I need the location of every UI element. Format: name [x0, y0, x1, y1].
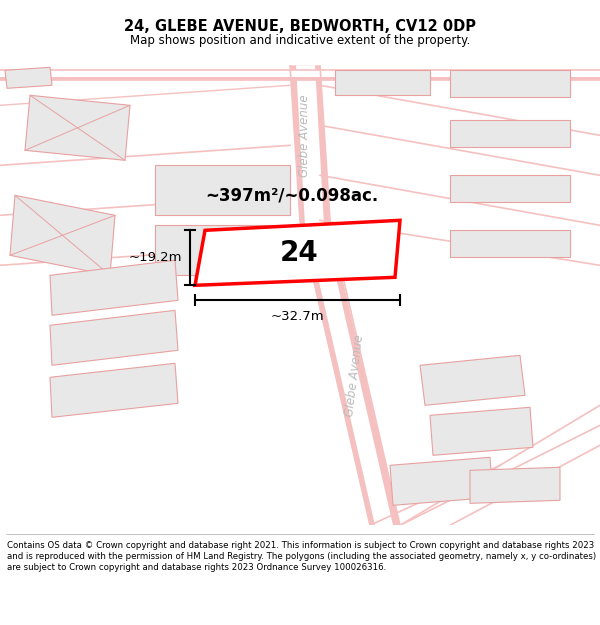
- Polygon shape: [290, 65, 330, 225]
- Polygon shape: [195, 220, 400, 285]
- Polygon shape: [300, 225, 400, 525]
- Text: Map shows position and indicative extent of the property.: Map shows position and indicative extent…: [130, 34, 470, 48]
- Polygon shape: [5, 68, 52, 88]
- Polygon shape: [25, 95, 130, 160]
- Text: Glebe Avenue: Glebe Avenue: [344, 334, 367, 417]
- Polygon shape: [306, 225, 393, 525]
- Polygon shape: [50, 310, 178, 365]
- Text: ~19.2m: ~19.2m: [128, 251, 182, 264]
- Polygon shape: [470, 468, 560, 503]
- Polygon shape: [155, 225, 290, 275]
- Polygon shape: [50, 260, 178, 315]
- Text: Glebe Avenue: Glebe Avenue: [299, 94, 311, 177]
- Polygon shape: [0, 70, 600, 78]
- Polygon shape: [430, 408, 533, 455]
- Text: Contains OS data © Crown copyright and database right 2021. This information is : Contains OS data © Crown copyright and d…: [7, 541, 596, 572]
- Text: 24: 24: [280, 239, 318, 268]
- Polygon shape: [335, 70, 430, 95]
- Polygon shape: [420, 355, 525, 405]
- Polygon shape: [155, 165, 290, 215]
- Polygon shape: [390, 458, 493, 505]
- Polygon shape: [450, 70, 570, 98]
- Polygon shape: [450, 175, 570, 203]
- Polygon shape: [296, 65, 324, 225]
- Polygon shape: [50, 363, 178, 418]
- Polygon shape: [10, 195, 115, 275]
- Polygon shape: [0, 70, 600, 80]
- Polygon shape: [450, 120, 570, 148]
- Text: ~32.7m: ~32.7m: [271, 310, 325, 323]
- Text: ~397m²/~0.098ac.: ~397m²/~0.098ac.: [205, 186, 378, 204]
- Polygon shape: [450, 230, 570, 258]
- Text: 24, GLEBE AVENUE, BEDWORTH, CV12 0DP: 24, GLEBE AVENUE, BEDWORTH, CV12 0DP: [124, 19, 476, 34]
